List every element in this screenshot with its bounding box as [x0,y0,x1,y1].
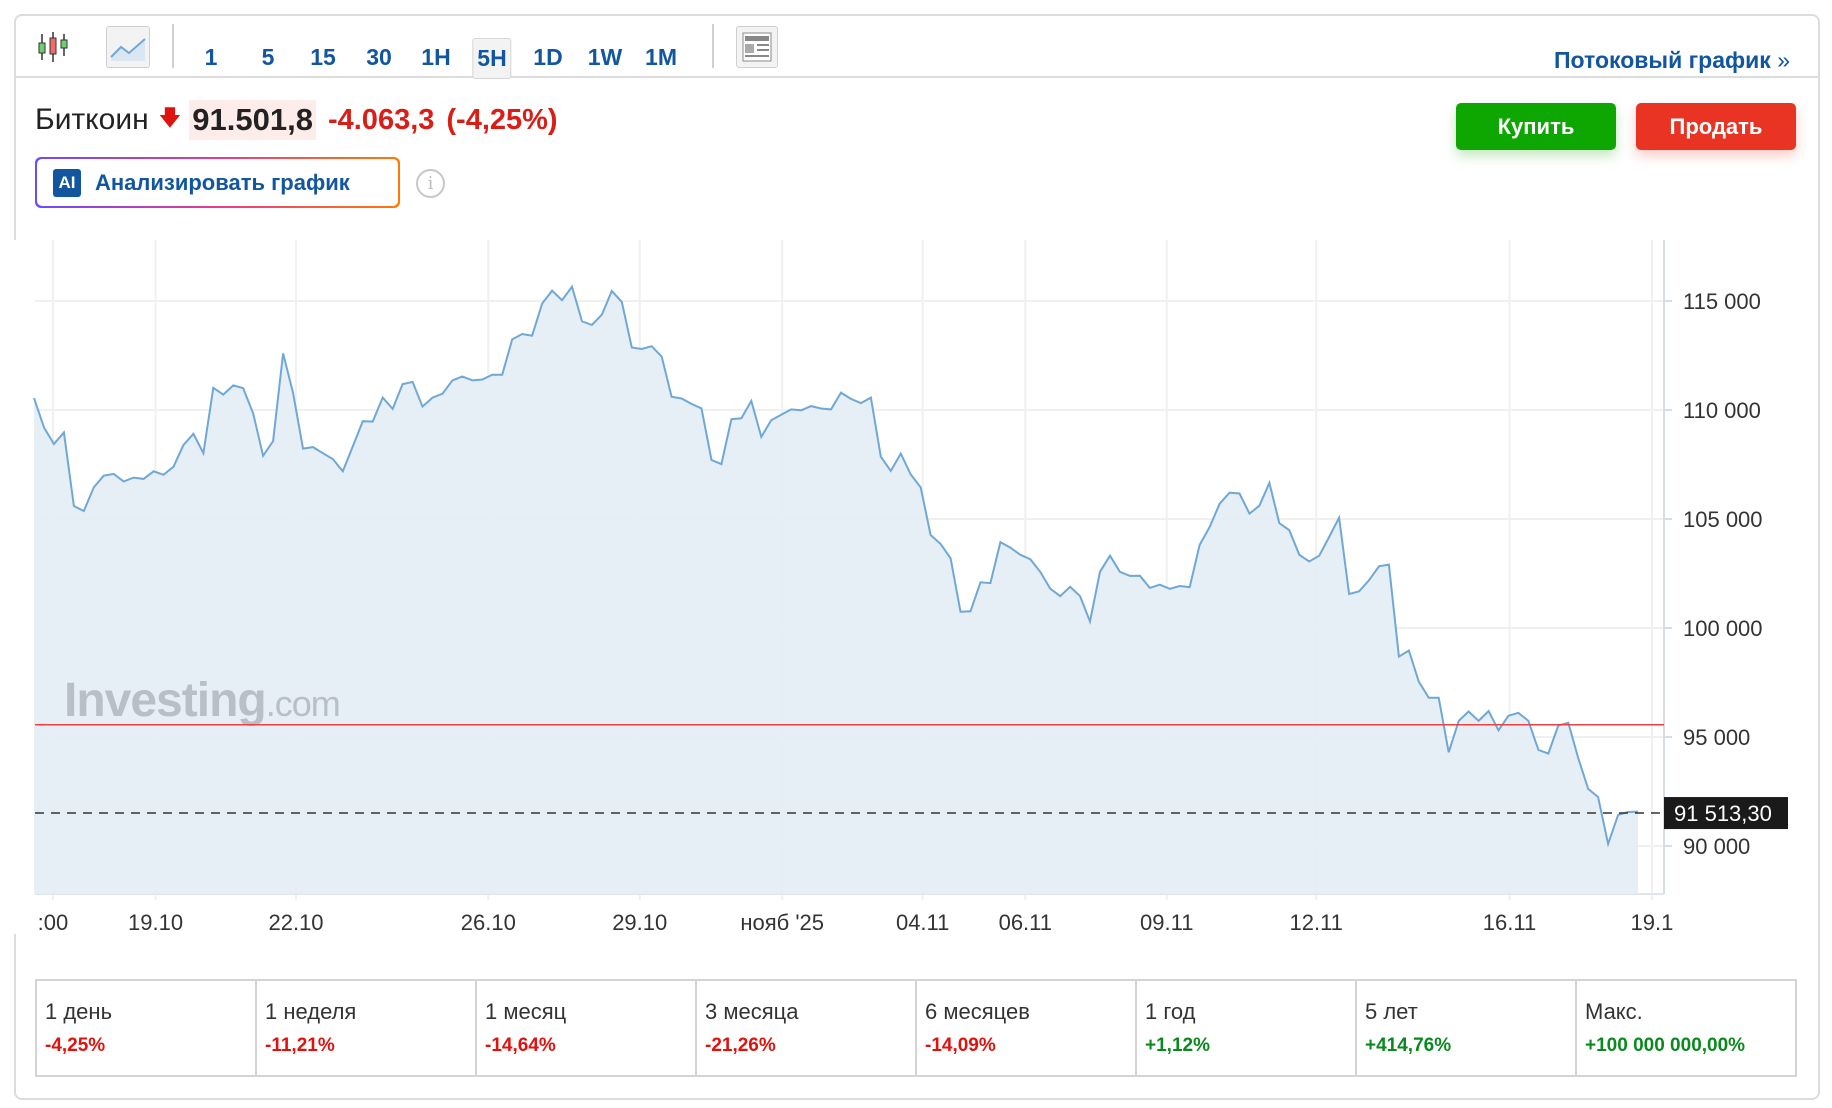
performance-cell[interactable]: 1 год +1,12% [1137,981,1357,1075]
x-tick-label: :00 [38,910,69,935]
x-tick-label: 26.10 [461,910,516,935]
x-tick-label: 12.11 [1289,910,1342,935]
interval-30[interactable]: 30 [366,44,392,70]
performance-cell[interactable]: 3 месяца -21,26% [697,981,917,1075]
interval-1m[interactable]: 1M [645,44,677,70]
chart-left-mask [0,240,35,934]
newspaper-icon [742,32,772,62]
performance-period: 1 неделя [265,999,357,1024]
streaming-chart-link[interactable]: Потоковый график » [1554,47,1790,74]
candlestick-icon[interactable] [36,30,70,64]
instrument-header: Биткоин 🡇 91.501,8 -4.063,3 (-4,25%) [35,100,558,140]
performance-value: -14,09% [925,1035,996,1056]
watermark-brand: Investing [64,674,266,727]
x-tick-label: 04.11 [896,910,949,935]
x-tick-label: 16.11 [1483,910,1536,935]
chart-toolbar: 1 5 15 30 1H 5H 1D 1W 1M Потоковый график » [14,14,1820,79]
y-tick-label: 110 000 [1683,398,1761,423]
price-area-fill [34,286,1638,894]
price-line [33,284,1639,848]
x-tick-label: 06.11 [999,910,1052,935]
interval-5h[interactable]: 5H [472,38,512,79]
analyze-chart-label: Анализировать график [95,169,350,195]
performance-cell[interactable]: 1 день -4,25% [37,981,257,1075]
analyze-chart-button[interactable]: AI Анализировать график [35,157,400,208]
performance-period: 1 год [1145,999,1196,1024]
performance-value: +100 000 000,00% [1585,1035,1746,1056]
watermark-logo: Investing.com [64,674,340,727]
performance-value: -21,26% [705,1035,776,1056]
x-tick-label: 22.10 [268,910,323,935]
performance-value: -14,64% [485,1035,556,1056]
performance-value: +1,12% [1145,1035,1210,1056]
instrument-name: Биткоин [35,103,149,136]
price-change: -4.063,3 [327,103,435,136]
watermark-suffix: .com [266,683,340,724]
y-tick-label: 105 000 [1683,507,1763,532]
sell-button[interactable]: Продать [1636,103,1796,150]
area-chart-button[interactable] [106,26,150,68]
performance-table: 1 день -4,25% 1 неделя -11,21% 1 месяц -14,64… [35,979,1797,1077]
x-tick-label: 19.1 [1631,910,1674,935]
toolbar-divider [712,24,714,68]
performance-cell[interactable]: 6 месяцев -14,09% [917,981,1137,1075]
performance-value: -11,21% [265,1035,335,1056]
y-tick-label: 100 000 [1683,616,1763,641]
performance-cell[interactable]: 1 месяц -14,64% [477,981,697,1075]
interval-1w[interactable]: 1W [587,44,623,70]
x-tick-label: 09.11 [1140,910,1193,935]
ai-icon: AI [53,168,81,197]
toolbar-divider [172,24,174,68]
last-price-tag-label: 91 513,30 [1674,801,1772,826]
y-tick-label: 115 000 [1683,289,1761,314]
price-chart[interactable]: 90 000 95 000 100 000 105 000 110 000 115 000… [0,0,1832,960]
interval-1d[interactable]: 1D [533,44,563,70]
area-chart-icon [110,38,146,61]
performance-value: -4,25% [45,1035,106,1056]
last-price-tag [1664,797,1788,830]
news-layout-button[interactable] [736,26,778,68]
last-price: 91.501,8 [189,100,316,140]
performance-period: 1 день [45,999,113,1024]
performance-cell[interactable]: 5 лет +414,76% [1357,981,1577,1075]
price-change-percent: (-4,25%) [446,103,558,136]
performance-cell[interactable]: 1 неделя -11,21% [257,981,477,1075]
x-tick-label: 19.10 [128,910,183,935]
x-tick-label: нояб '25 [740,910,824,935]
performance-period: 5 лет [1365,999,1418,1024]
interval-1h[interactable]: 1H [421,44,451,70]
performance-period: 6 месяцев [925,999,1030,1024]
interval-15[interactable]: 15 [310,44,336,70]
x-tick-label: 29.10 [612,910,667,935]
y-tick-label: 95 000 [1683,725,1750,750]
performance-value: +414,76% [1365,1035,1452,1056]
interval-1[interactable]: 1 [204,44,218,70]
info-icon[interactable]: i [416,169,445,198]
performance-period: Макс. [1585,999,1643,1024]
interval-5[interactable]: 5 [261,44,275,70]
performance-period: 1 месяц [485,999,567,1024]
performance-period: 3 месяца [705,999,799,1024]
arrow-down-icon: 🡇 [158,105,182,130]
buy-button[interactable]: Купить [1456,103,1616,150]
y-tick-label: 90 000 [1683,834,1750,859]
double-chevron-right-icon: » [1777,47,1790,73]
streaming-chart-label: Потоковый график [1554,47,1771,73]
performance-cell[interactable]: Макс. +100 000 000,00% [1577,981,1795,1075]
